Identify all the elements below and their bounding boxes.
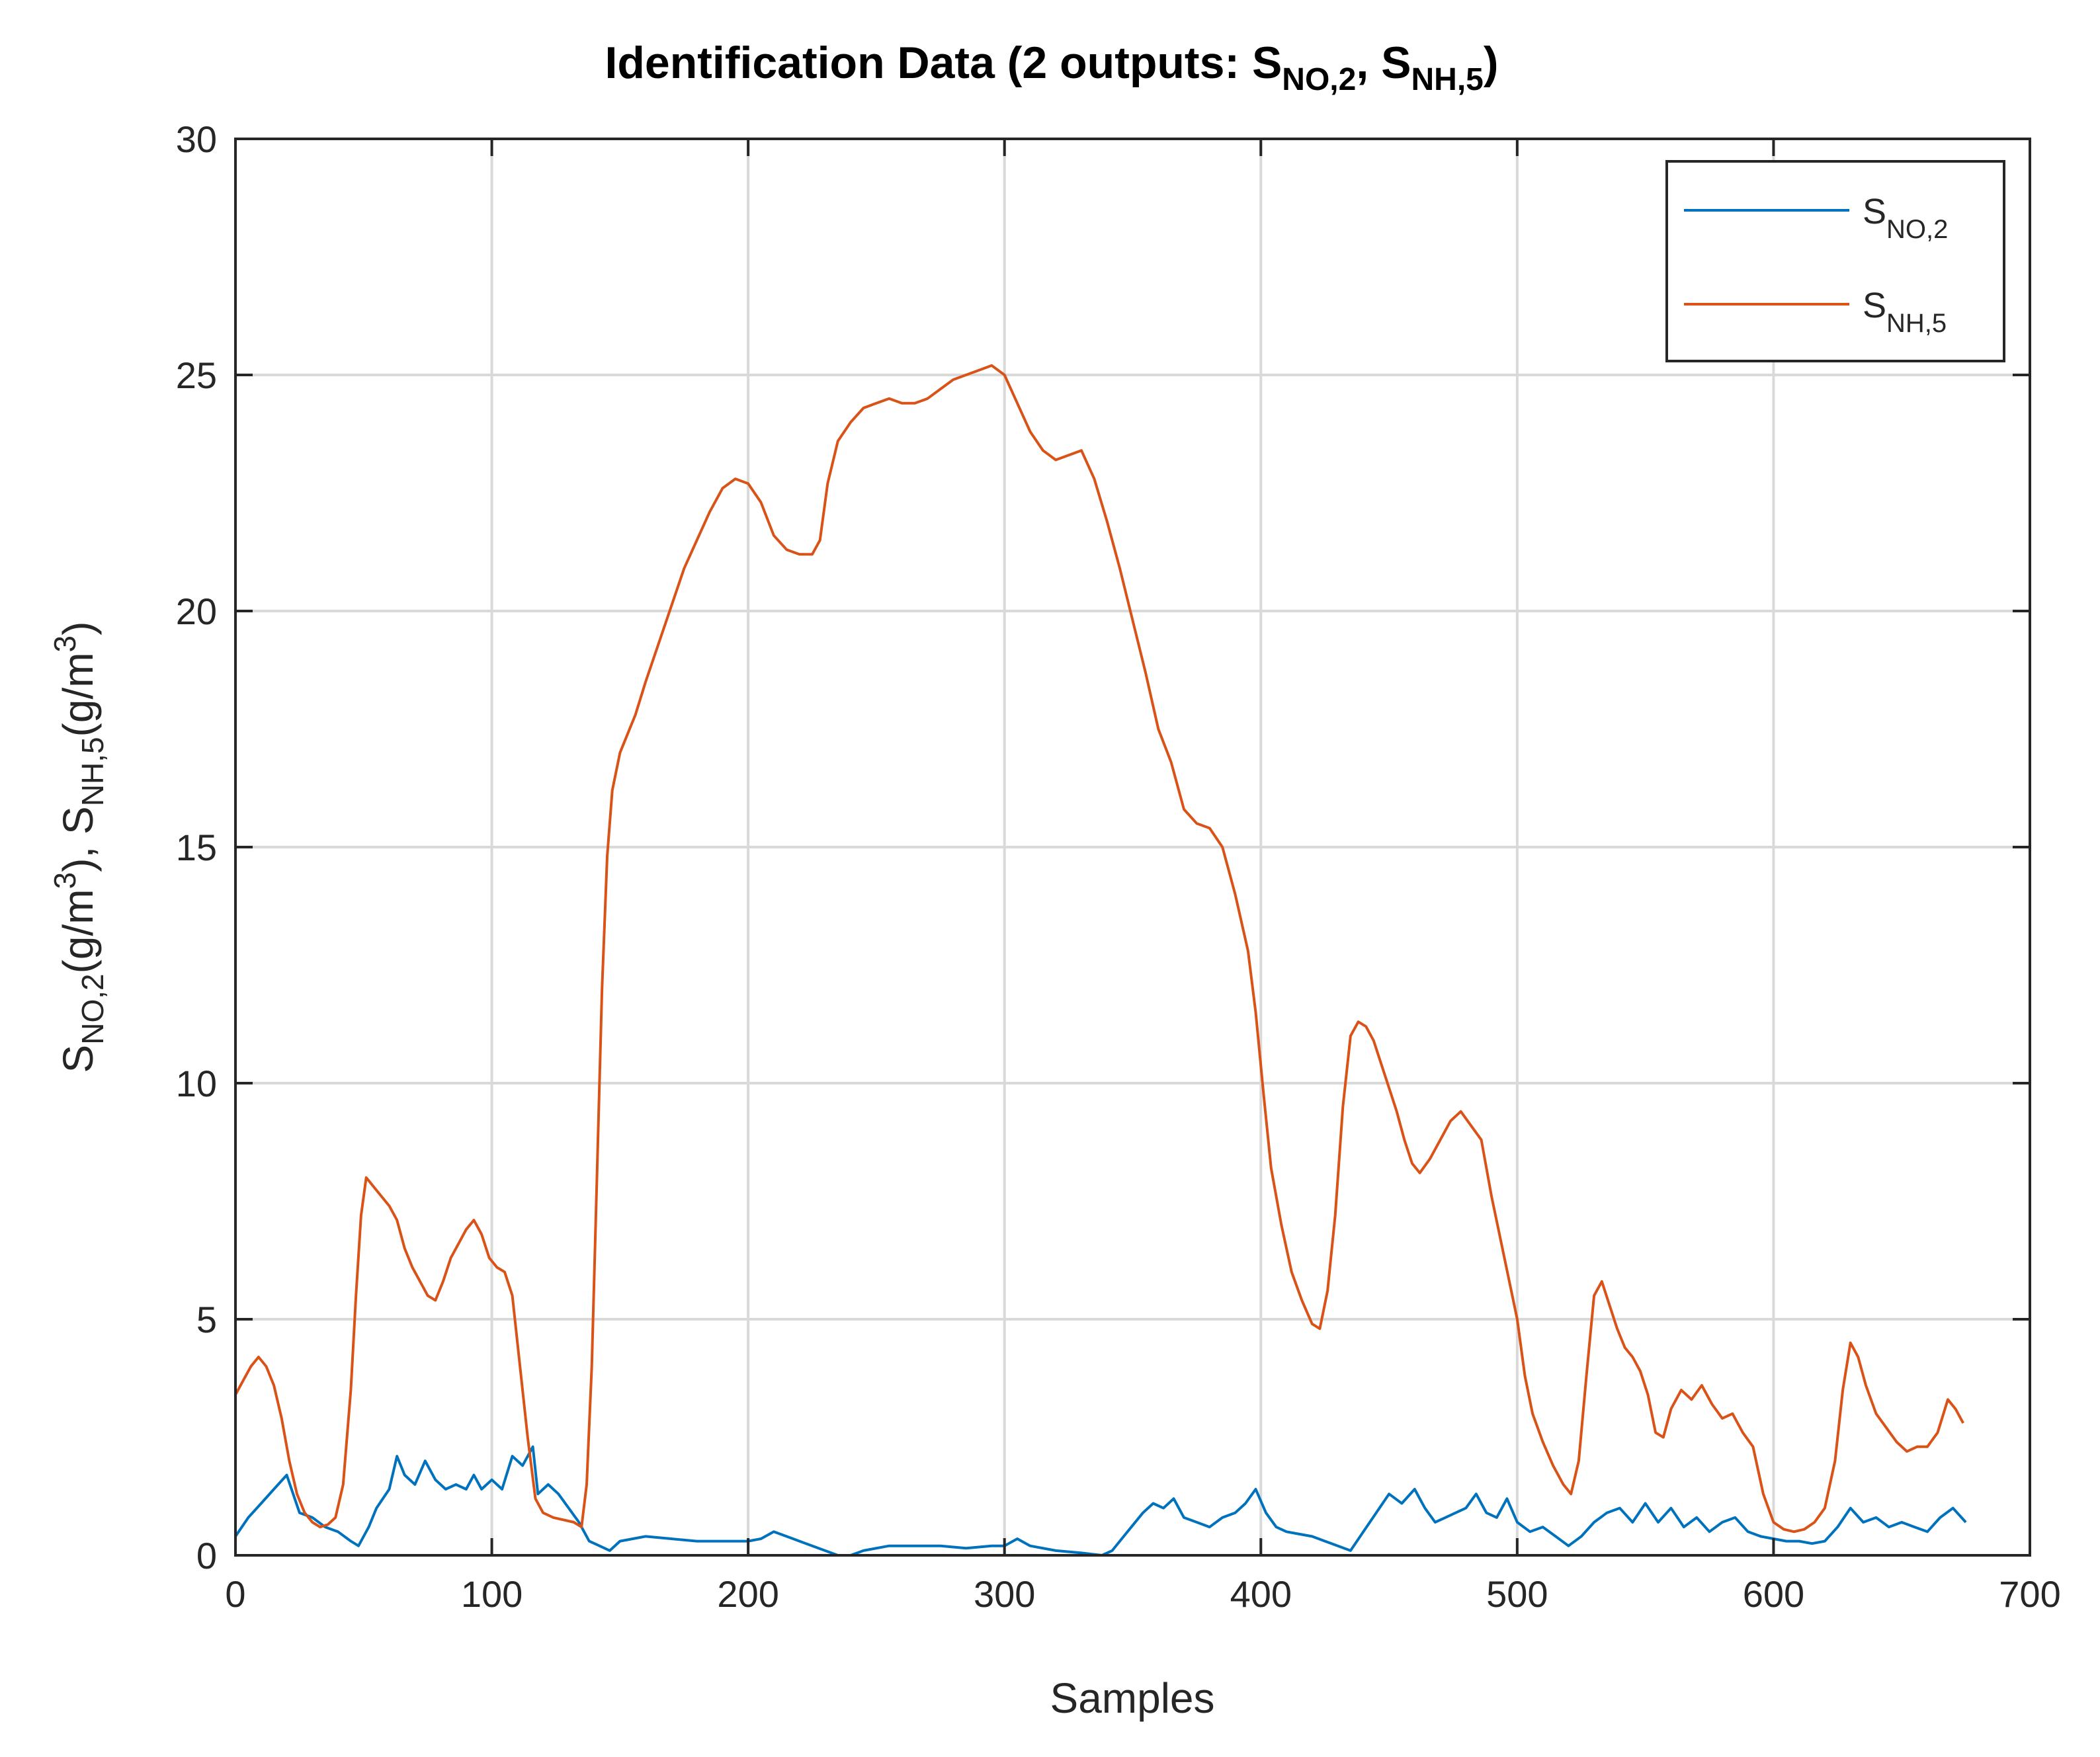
y-axis-label: SNO,2(g/m3), SNH,5(g/m3) [48, 622, 110, 1073]
title-main: Identification Data (2 outputs: [605, 38, 1252, 88]
x-tick-label-700: 700 [1999, 1573, 2060, 1615]
title-s2-sub: NH,5 [1411, 62, 1483, 97]
y-tick-label-25: 25 [176, 354, 217, 396]
title-s1-sub: NO,2 [1282, 62, 1356, 97]
x-tick-label-100: 100 [461, 1573, 523, 1615]
legend-snh5-name: S [1863, 286, 1886, 325]
y-tick-label-15: 15 [176, 827, 217, 868]
y-tick-label-10: 10 [176, 1063, 217, 1104]
ylabel-unit2: (g/m [54, 652, 102, 737]
axis-tick-labels: 0 100 200 300 400 500 600 700 0 5 10 15 20 25 30 [176, 118, 2061, 1615]
ylabel-unit1: (g/m [54, 889, 102, 973]
chart-title: Identification Data (2 outputs: SNO,2, S… [605, 38, 1499, 97]
legend-label-sno2: SNO,2 [1863, 192, 1948, 244]
series-layer [234, 364, 1967, 1557]
legend-sno2-name: S [1863, 192, 1886, 231]
y-tick-label-30: 30 [176, 118, 217, 160]
legend: SNO,2 SNH,5 [1665, 160, 2005, 362]
legend-label-snh5: SNH,5 [1863, 286, 1947, 338]
title-end: ) [1484, 38, 1499, 88]
legend-snh5-sub: NH,5 [1886, 309, 1947, 338]
series-snh5-line [234, 364, 1964, 1533]
ylabel-s2: ), S [54, 806, 102, 872]
x-tick-label-0: 0 [225, 1573, 245, 1615]
legend-box [1665, 160, 2005, 362]
ylabel-s1: S [54, 1045, 102, 1073]
x-axis-label: Samples [1050, 1674, 1215, 1722]
legend-sno2-sub: NO,2 [1886, 215, 1948, 244]
title-s1: S [1252, 38, 1282, 88]
y-tick-label-20: 20 [176, 591, 217, 632]
ylabel-end: ) [54, 622, 102, 635]
ylabel-unit2-sup: 3 [48, 635, 82, 653]
x-tick-label-500: 500 [1486, 1573, 1548, 1615]
y-tick-label-0: 0 [196, 1535, 217, 1576]
ylabel-s1-sub: NO,2 [75, 973, 110, 1044]
x-tick-label-400: 400 [1230, 1573, 1292, 1615]
axis-ticks [234, 138, 2031, 1557]
title-s2: S [1381, 38, 1411, 88]
ylabel-s2-sub: NH,5 [75, 737, 110, 806]
x-tick-label-600: 600 [1743, 1573, 1804, 1615]
x-tick-label-200: 200 [717, 1573, 778, 1615]
grid-lines [235, 139, 2030, 1555]
series-sno2-line [234, 1445, 1967, 1557]
y-tick-label-5: 5 [196, 1299, 217, 1340]
ylabel-unit1-sup: 3 [48, 872, 82, 889]
x-tick-label-300: 300 [974, 1573, 1035, 1615]
title-sep: , [1356, 38, 1381, 88]
